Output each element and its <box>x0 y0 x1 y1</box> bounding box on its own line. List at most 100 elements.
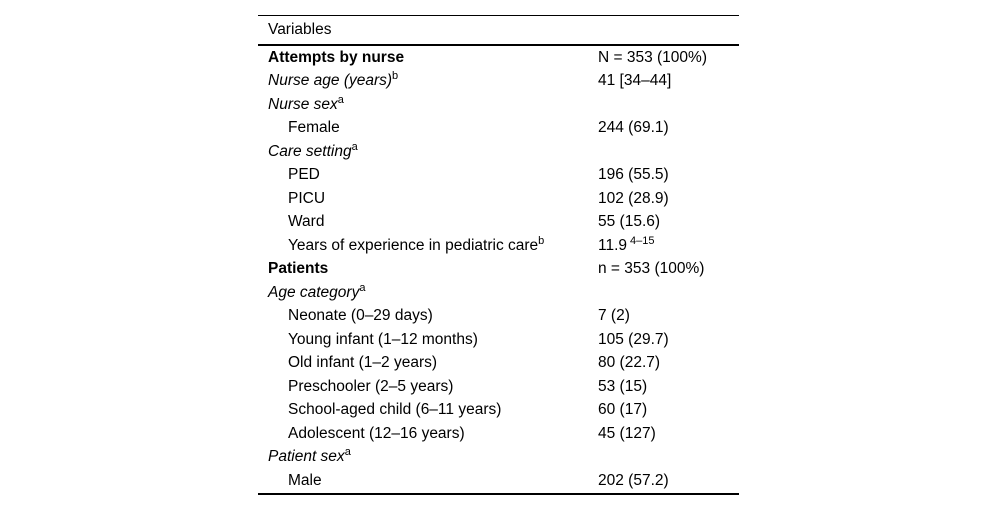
variable-label: PICU <box>268 190 598 208</box>
footnote-marker: a <box>344 446 351 459</box>
table-body: Attempts by nurse N = 353 (100%) Nurse a… <box>258 46 739 495</box>
value-text: 41 [34–44] <box>598 72 672 90</box>
value-cell: 60 (17) <box>598 401 739 419</box>
table-row: Neonate (0–29 days) 7 (2) <box>258 305 739 329</box>
table-row: School-aged child (6–11 years) 60 (17) <box>258 399 739 423</box>
value-text: 196 (55.5) <box>598 166 669 184</box>
table-row: Nurse age (years)b 41 [34–44] <box>258 70 739 94</box>
value-text: 80 (22.7) <box>598 354 661 372</box>
variable-text: Male <box>288 471 322 489</box>
value-text: n = 353 (100%) <box>598 260 705 278</box>
value-cell: 7 (2) <box>598 307 739 325</box>
variable-text: Old infant (1–2 years) <box>288 354 438 372</box>
variable-label: Young infant (1–12 months) <box>268 331 598 349</box>
value-text: 105 (29.7) <box>598 330 669 348</box>
variable-text: Young infant (1–12 months) <box>288 330 478 348</box>
value-cell <box>598 448 739 466</box>
table-header-row: Variables <box>258 15 739 46</box>
variable-text: Preschooler (2–5 years) <box>288 377 454 395</box>
variable-text: Age category <box>268 283 360 301</box>
table-row: Nurse sexa <box>258 93 739 117</box>
value-text: 60 (17) <box>598 401 648 419</box>
value-cell: 55 (15.6) <box>598 213 739 231</box>
table-header-label: Variables <box>268 21 332 38</box>
value-cell <box>598 96 739 114</box>
table-row: Old infant (1–2 years) 80 (22.7) <box>258 352 739 376</box>
table-row: Attempts by nurse N = 353 (100%) <box>258 46 739 70</box>
variable-text: Patients <box>268 260 329 278</box>
table-row: Female 244 (69.1) <box>258 117 739 141</box>
table-row: Patient sexa <box>258 446 739 470</box>
table-row: Patients n = 353 (100%) <box>258 258 739 282</box>
value-cell: 80 (22.7) <box>598 354 739 372</box>
value-cell: 196 (55.5) <box>598 166 739 184</box>
table-row: Preschooler (2–5 years) 53 (15) <box>258 375 739 399</box>
value-cell: 53 (15) <box>598 378 739 396</box>
variable-text: Nurse sex <box>268 95 338 113</box>
variable-label: Care settinga <box>268 140 598 161</box>
variable-text: Neonate (0–29 days) <box>288 307 433 325</box>
table-row: Male 202 (57.2) <box>258 469 739 493</box>
variable-label: Female <box>268 119 598 137</box>
table-row: Adolescent (12–16 years) 45 (127) <box>258 422 739 446</box>
value-cell: 105 (29.7) <box>598 331 739 349</box>
variable-label: PED <box>268 166 598 184</box>
variable-label: Preschooler (2–5 years) <box>268 378 598 396</box>
value-cell: 11.9 4–15 <box>598 234 739 255</box>
table-row: PICU 102 (28.9) <box>258 187 739 211</box>
paper-table: Variables Attempts by nurse N = 353 (100… <box>258 15 739 495</box>
variable-label: Patients <box>268 260 598 278</box>
variable-label: Nurse sexa <box>268 94 598 114</box>
table-row: Years of experience in pediatric careb 1… <box>258 234 739 258</box>
variable-label: Years of experience in pediatric careb <box>268 235 598 255</box>
variable-label: School-aged child (6–11 years) <box>268 401 598 419</box>
value-text: 11.9 <box>598 236 628 254</box>
variable-label: Ward <box>268 213 598 231</box>
variable-text: Female <box>288 119 340 137</box>
value-text: N = 353 (100%) <box>598 48 707 66</box>
value-cell: 41 [34–44] <box>598 72 739 90</box>
value-cell: 45 (127) <box>598 425 739 443</box>
value-text: 55 (15.6) <box>598 213 661 231</box>
variable-text: Care setting <box>268 142 352 160</box>
value-cell: n = 353 (100%) <box>598 260 739 278</box>
value-cell: 102 (28.9) <box>598 190 739 208</box>
variable-label: Nurse age (years)b <box>268 70 598 90</box>
variable-label: Old infant (1–2 years) <box>268 354 598 372</box>
table-row: Care settinga <box>258 140 739 164</box>
footnote-marker: a <box>351 140 358 153</box>
variable-text: Ward <box>288 213 325 231</box>
value-cell: N = 353 (100%) <box>598 49 739 67</box>
variable-label: Adolescent (12–16 years) <box>268 425 598 443</box>
value-cell <box>598 284 739 302</box>
table-row: Age categorya <box>258 281 739 305</box>
footnote-marker: a <box>359 281 366 294</box>
value-text: 202 (57.2) <box>598 471 669 489</box>
value-cell: 244 (69.1) <box>598 119 739 137</box>
variable-text: PED <box>288 166 320 184</box>
table-row: Young infant (1–12 months) 105 (29.7) <box>258 328 739 352</box>
value-cell: 202 (57.2) <box>598 472 739 490</box>
variable-text: Years of experience in pediatric care <box>288 236 539 254</box>
variable-text: PICU <box>288 189 326 207</box>
variable-text: Patient sex <box>268 448 345 466</box>
value-text: 45 (127) <box>598 424 656 442</box>
value-text: 244 (69.1) <box>598 119 669 137</box>
variable-label: Attempts by nurse <box>268 49 598 67</box>
table-row: Ward 55 (15.6) <box>258 211 739 235</box>
variable-label: Neonate (0–29 days) <box>268 307 598 325</box>
value-cell <box>598 143 739 161</box>
variable-label: Patient sexa <box>268 446 598 466</box>
footnote-marker: b <box>392 70 399 83</box>
variable-text: Adolescent (12–16 years) <box>288 424 465 442</box>
value-text: 102 (28.9) <box>598 189 669 207</box>
footnote-marker: 4–15 <box>630 234 655 247</box>
variable-text: School-aged child (6–11 years) <box>288 401 502 419</box>
variable-text: Nurse age (years) <box>268 72 393 90</box>
value-text: 53 (15) <box>598 377 648 395</box>
value-text: 7 (2) <box>598 307 630 325</box>
variable-label: Age categorya <box>268 281 598 302</box>
variable-label: Male <box>268 472 598 490</box>
variable-text: Attempts by nurse <box>268 48 405 66</box>
table-row: PED 196 (55.5) <box>258 164 739 188</box>
